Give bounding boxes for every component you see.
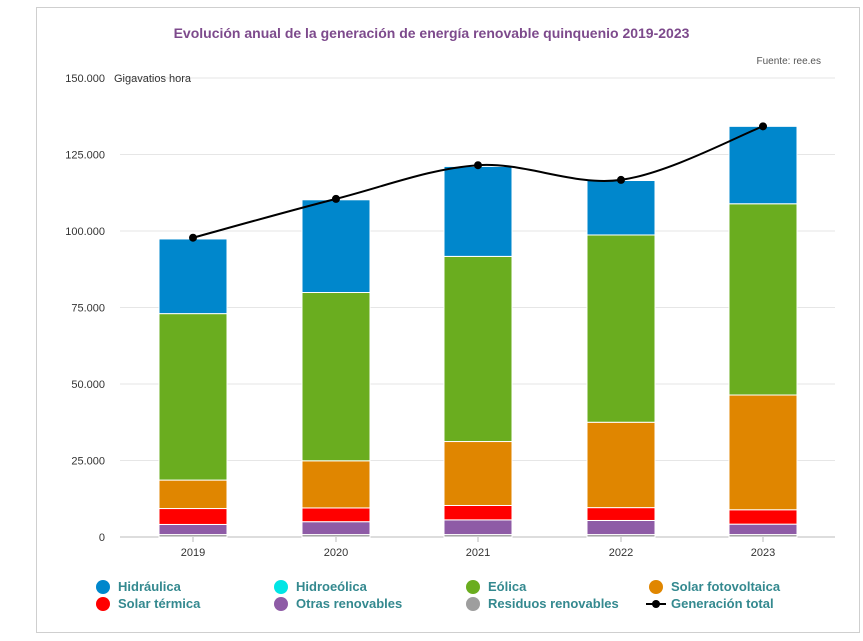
legend-circle-marker-icon bbox=[274, 596, 288, 611]
chart-title: Evolución anual de la generación de ener… bbox=[173, 25, 690, 41]
y-tick-label: 100.000 bbox=[65, 226, 105, 238]
y-tick-label: 125.000 bbox=[65, 150, 105, 162]
legend-item-label: Residuos renovables bbox=[488, 596, 619, 611]
legend-circle-marker-icon bbox=[649, 579, 663, 594]
legend-item-label: Solar fotovoltaica bbox=[671, 579, 781, 594]
bar-segment-solar-fotovoltaica bbox=[728, 394, 798, 511]
x-tick-label: 2020 bbox=[324, 547, 348, 559]
bar-segment-solar-t-rmica bbox=[443, 504, 513, 521]
total-generation-point bbox=[332, 194, 340, 203]
legend-item-label: Solar térmica bbox=[118, 596, 201, 611]
total-generation-point bbox=[474, 161, 482, 170]
bar-segment-hidr-ulica bbox=[586, 180, 656, 236]
bar-segment-otras-renovables bbox=[158, 523, 228, 536]
x-tick-label: 2021 bbox=[466, 547, 490, 559]
bar-segment-solar-fotovoltaica bbox=[586, 421, 656, 509]
bar-segment-solar-fotovoltaica bbox=[443, 441, 513, 506]
x-tick-label: 2023 bbox=[751, 547, 775, 559]
legend-item[interactable]: Solar fotovoltaica bbox=[649, 579, 780, 594]
y-tick-label: 75.000 bbox=[71, 303, 105, 315]
legend-item[interactable]: Solar térmica bbox=[96, 596, 200, 611]
bar-segment-otras-renovables bbox=[586, 519, 656, 536]
bar-segment-e-lica bbox=[728, 203, 798, 396]
bar-segment-solar-fotovoltaica bbox=[158, 479, 228, 510]
y-tick-label: 150.000 bbox=[65, 73, 105, 85]
bar-segment-e-lica bbox=[443, 255, 513, 443]
legend-line-marker-icon bbox=[646, 597, 666, 611]
legend-item[interactable]: Generación total bbox=[646, 596, 774, 611]
bar-segment-hidr-ulica bbox=[301, 199, 371, 294]
legend-item[interactable]: Hidráulica bbox=[96, 579, 181, 594]
bar-segment-e-lica bbox=[586, 234, 656, 423]
bar-segment-hidr-ulica bbox=[158, 238, 228, 315]
chart-plot-area: 0 25.000 50.000 75.000 100.000 125.000 150.000… bbox=[65, 73, 835, 559]
bar-segment-otras-renovables bbox=[301, 521, 371, 536]
bar-segment-otras-renovables bbox=[728, 523, 798, 536]
y-tick-label: 50.000 bbox=[71, 379, 105, 391]
legend-circle-marker-icon bbox=[466, 596, 480, 611]
bar-segment-solar-fotovoltaica bbox=[301, 460, 371, 509]
legend-item-label: Otras renovables bbox=[296, 596, 403, 611]
legend-item[interactable]: Eólica bbox=[466, 579, 526, 594]
bar-segment-solar-t-rmica bbox=[158, 508, 228, 525]
y-tick-label: 0 bbox=[99, 532, 105, 544]
chart-source: Fuente: ree.es bbox=[756, 56, 821, 67]
bar-segment-solar-t-rmica bbox=[728, 509, 798, 525]
bar-segment-hidr-ulica bbox=[443, 165, 513, 257]
legend-circle-marker-icon bbox=[274, 579, 288, 594]
total-generation-point bbox=[617, 175, 625, 184]
legend-item-label: Hidroeólica bbox=[296, 579, 367, 594]
legend-item[interactable]: Residuos renovables bbox=[466, 596, 619, 611]
legend-circle-marker-icon bbox=[466, 579, 480, 594]
legend-item[interactable]: Hidroeólica bbox=[274, 579, 367, 594]
bar-segment-solar-t-rmica bbox=[586, 507, 656, 521]
y-tick-label: 25.000 bbox=[71, 456, 105, 468]
legend-item[interactable]: Otras renovables bbox=[274, 596, 402, 611]
bar-segment-hidr-ulica bbox=[728, 125, 798, 205]
legend-item-label: Generación total bbox=[671, 596, 774, 611]
bar-segment-e-lica bbox=[301, 292, 371, 462]
legend-circle-marker-icon bbox=[96, 596, 110, 611]
total-generation-point bbox=[759, 122, 767, 131]
bar-segment-solar-t-rmica bbox=[301, 507, 371, 523]
legend-circle-marker-icon bbox=[96, 579, 110, 594]
x-tick-label: 2019 bbox=[181, 547, 205, 559]
x-tick-label: 2022 bbox=[609, 547, 633, 559]
legend-item-label: Hidráulica bbox=[118, 579, 181, 594]
total-generation-point bbox=[189, 233, 197, 242]
y-axis-label: Gigavatios hora bbox=[114, 73, 192, 85]
legend-item-label: Eólica bbox=[488, 579, 527, 594]
bar-segment-e-lica bbox=[158, 313, 228, 481]
bar-segment-otras-renovables bbox=[443, 519, 513, 536]
